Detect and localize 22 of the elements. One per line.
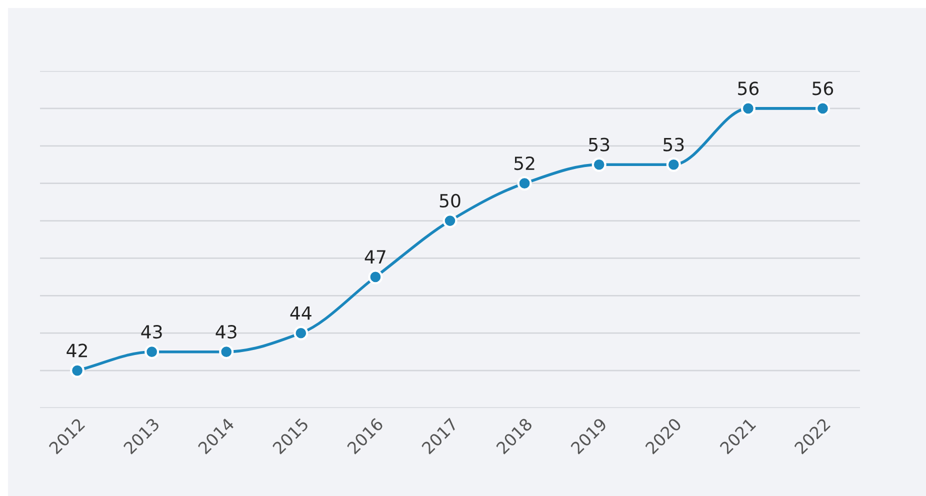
point bbox=[740, 101, 756, 116]
point bbox=[442, 214, 458, 228]
data-label: 47 bbox=[364, 250, 386, 264]
data-label: 52 bbox=[514, 156, 534, 170]
point bbox=[219, 344, 234, 360]
data-label: 43 bbox=[216, 324, 236, 339]
data-label: 43 bbox=[141, 324, 162, 339]
data-label: 56 bbox=[812, 82, 834, 96]
point bbox=[70, 363, 85, 378]
data-label: 56 bbox=[738, 82, 759, 96]
data-label: 44 bbox=[290, 306, 312, 320]
point bbox=[144, 344, 160, 360]
data-label: 50 bbox=[440, 194, 460, 208]
point bbox=[815, 101, 830, 116]
data-label: 42 bbox=[66, 344, 87, 358]
point bbox=[368, 270, 383, 284]
point bbox=[666, 157, 681, 172]
point bbox=[294, 326, 308, 340]
data-label: 53 bbox=[588, 138, 610, 152]
data-label: 53 bbox=[664, 138, 684, 152]
point bbox=[517, 176, 532, 191]
point bbox=[592, 157, 606, 172]
